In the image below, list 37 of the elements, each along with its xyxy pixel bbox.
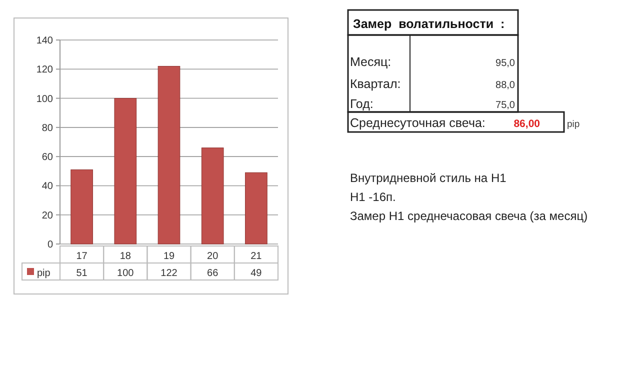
bar [245,172,268,244]
text: Внутридневной стиль на H1 [350,171,507,185]
bar [70,169,93,244]
x-tick-label: 21 [250,251,262,262]
legend-label: pip [37,268,51,279]
y-tick-label: 140 [36,36,54,46]
text: 75,0 [496,100,516,111]
text: Среднесуточная свеча: [350,116,486,130]
bar [201,148,224,244]
y-tick-label: 0 [47,240,54,250]
text: H1 -16п. [350,190,396,204]
text: Квартал: [350,77,401,91]
text: Замер волатильности : [353,17,505,31]
x-tick-label: 17 [76,251,88,262]
bar [158,66,180,244]
data-label: 66 [207,268,219,279]
x-tick-label: 20 [207,251,219,262]
y-tick-label: 60 [42,152,54,164]
x-tick-label: 18 [120,251,132,262]
y-tick-label: 100 [36,94,54,105]
text: 88,0 [496,80,516,91]
text: Год: [350,97,374,111]
y-tick-label: 40 [42,181,54,192]
data-label: 100 [117,268,134,279]
y-tick-label: 120 [36,64,54,76]
y-tick-label: 80 [42,122,54,134]
bar [114,98,137,244]
text: Замер H1 среднечасовая свеча (за месяц) [350,209,588,223]
text: Месяц: [350,55,392,69]
y-tick-label: 20 [42,210,54,222]
text: 95,0 [496,58,516,69]
data-label: 51 [76,268,88,279]
x-tick-label: 19 [163,251,175,262]
text: pip [567,119,580,130]
data-label: 122 [160,268,178,279]
data-label: 49 [250,268,262,279]
text: 86,00 [514,118,540,130]
